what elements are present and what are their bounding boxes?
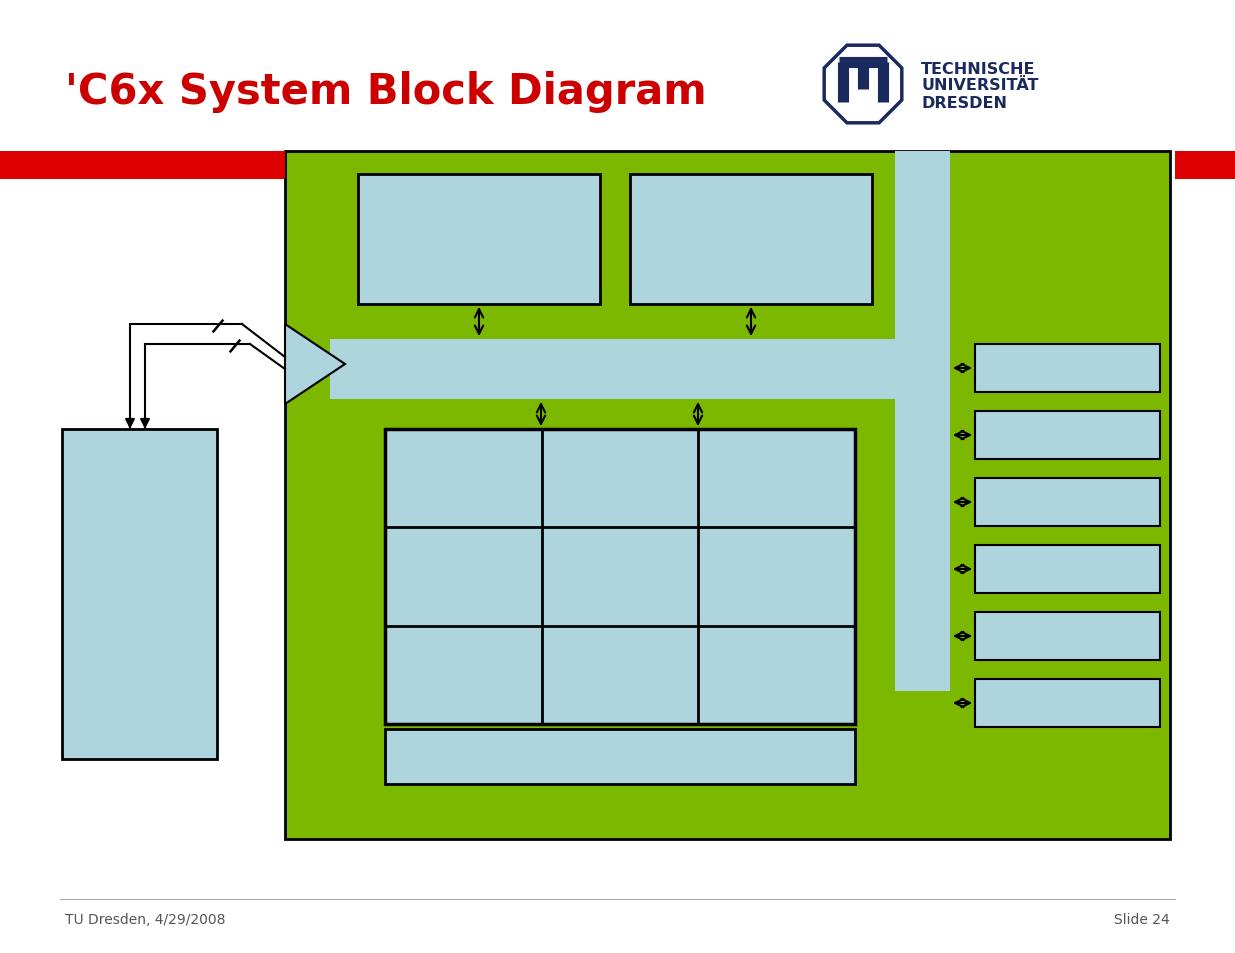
Text: DRESDEN: DRESDEN [921,95,1007,111]
Bar [1174,152,1235,180]
Text: UNIVERSITÄT: UNIVERSITÄT [921,78,1039,93]
Text: TU Dresden, 4/29/2008: TU Dresden, 4/29/2008 [65,912,226,926]
Bar [974,345,1160,393]
Bar [385,729,855,784]
Bar [974,412,1160,459]
Bar [62,430,217,760]
Polygon shape [824,46,902,124]
Text: 'C6x System Block Diagram: 'C6x System Block Diagram [65,71,706,112]
Bar [330,339,930,399]
Text: TECHNISCHE: TECHNISCHE [921,61,1035,76]
Bar [974,679,1160,727]
Text: Slide 24: Slide 24 [1114,912,1170,926]
Polygon shape [285,325,345,405]
Bar [974,613,1160,660]
Bar [285,152,1170,840]
Bar [974,545,1160,594]
Bar [895,152,950,691]
Bar [385,430,855,724]
Bar [0,152,285,180]
Bar [974,478,1160,526]
Bar [358,174,600,305]
Bar [630,174,872,305]
